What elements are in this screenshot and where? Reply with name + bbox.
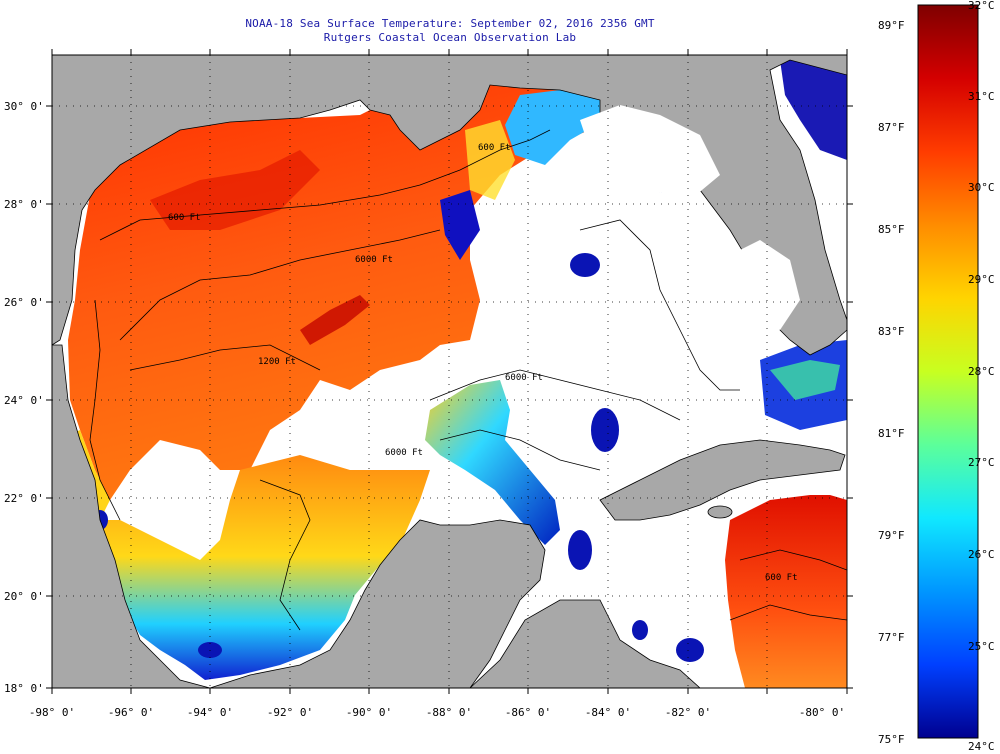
sst-yucatan-plume xyxy=(425,380,560,545)
lon-label: -92° 0' xyxy=(267,706,313,719)
contour-west-shelf xyxy=(89,299,121,521)
fahrenheit-label: 83°F xyxy=(878,325,905,338)
fahrenheit-label: 89°F xyxy=(878,19,905,32)
contour-600ft-north xyxy=(99,129,551,241)
celsius-label: 27°C xyxy=(968,456,995,469)
lat-label: 20° 0' xyxy=(4,590,44,603)
lon-label: -86° 0' xyxy=(505,706,551,719)
sst-gulf-core-2 xyxy=(150,150,320,230)
sst-gulf-dark-core xyxy=(300,295,370,345)
sst-keys-green xyxy=(770,360,840,400)
lat-label: 30° 0' xyxy=(4,100,44,113)
lon-label: -98° 0' xyxy=(29,706,75,719)
lon-label: -96° 0' xyxy=(108,706,154,719)
lat-label: 28° 0' xyxy=(4,198,44,211)
celsius-label: 24°C xyxy=(968,740,995,753)
celsius-label: 26°C xyxy=(968,548,995,561)
contour-carib2 xyxy=(729,604,847,621)
contour-label-4: 1200 Ft xyxy=(258,357,296,367)
sst-caribbean xyxy=(725,495,847,688)
contour-6000ft-inner xyxy=(119,229,441,341)
contour-yucatan xyxy=(439,429,601,471)
land-cuba xyxy=(599,439,846,521)
sst-ne-yellow xyxy=(465,120,515,200)
sst-ne-patch xyxy=(505,90,605,165)
colorbar-fahrenheit-labels: 89°F 87°F 85°F 83°F 81°F 79°F 77°F 75°F xyxy=(878,19,905,746)
fahrenheit-label: 77°F xyxy=(878,631,905,644)
contour-loop-east xyxy=(579,219,740,391)
sst-east-blue-scatter xyxy=(440,190,480,260)
celsius-label: 25°C xyxy=(968,640,995,653)
colorbar-celsius-labels: 32°C 31°C 30°C 29°C 28°C 27°C 26°C 25°C … xyxy=(968,0,995,753)
contour-1200ft xyxy=(129,344,321,371)
lon-label: -82° 0' xyxy=(665,706,711,719)
contour-label-5: 6000 Ft xyxy=(505,373,543,383)
fahrenheit-label: 75°F xyxy=(878,733,905,746)
lon-label: -84° 0' xyxy=(585,706,631,719)
celsius-label: 29°C xyxy=(968,273,995,286)
graticule xyxy=(52,55,847,688)
land-mexico-south xyxy=(209,519,546,688)
sst-atlantic-scraps xyxy=(780,58,847,160)
celsius-label: 32°C xyxy=(968,0,995,12)
contour-campeche xyxy=(259,479,311,631)
fahrenheit-label: 87°F xyxy=(878,121,905,134)
contour-label-6: 6000 Ft xyxy=(385,448,423,458)
lon-labels: -98° 0' -96° 0' -94° 0' -92° 0' -90° 0' … xyxy=(29,706,845,719)
lon-label: -80° 0' xyxy=(799,706,845,719)
lon-label: -88° 0' xyxy=(426,706,472,719)
lat-label: 26° 0' xyxy=(4,296,44,309)
lon-label: -94° 0' xyxy=(187,706,233,719)
lat-label: 18° 0' xyxy=(4,682,44,695)
land-mexico-west xyxy=(52,344,211,688)
lon-label: -90° 0' xyxy=(346,706,392,719)
contour-carib xyxy=(739,549,847,571)
contour-labels: 600 Ft 600 Ft 6000 Ft 1200 Ft 6000 Ft 60… xyxy=(168,143,798,583)
contour-label-2: 600 Ft xyxy=(478,143,511,153)
celsius-label: 31°C xyxy=(968,90,995,103)
axis-ticks xyxy=(46,49,853,694)
lat-label: 22° 0' xyxy=(4,492,44,505)
colorbar xyxy=(917,4,979,739)
chart-title: NOAA-18 Sea Surface Temperature: Septemb… xyxy=(245,17,655,30)
land-clouds xyxy=(580,105,800,330)
chart-subtitle: Rutgers Coastal Ocean Observation Lab xyxy=(323,31,577,44)
lat-label: 24° 0' xyxy=(4,394,44,407)
celsius-label: 30°C xyxy=(968,181,995,194)
contour-label-3: 6000 Ft xyxy=(355,255,393,265)
sst-campeche xyxy=(90,455,430,680)
celsius-label: 28°C xyxy=(968,365,995,378)
contour-label-7: 600 Ft xyxy=(765,573,798,583)
land-central-america xyxy=(469,599,701,688)
lat-labels: 30° 0' 28° 0' 26° 0' 24° 0' 22° 0' 20° 0… xyxy=(4,100,44,695)
fahrenheit-label: 81°F xyxy=(878,427,905,440)
fahrenheit-label: 79°F xyxy=(878,529,905,542)
contour-label-1: 600 Ft xyxy=(168,213,201,223)
fahrenheit-label: 85°F xyxy=(878,223,905,236)
